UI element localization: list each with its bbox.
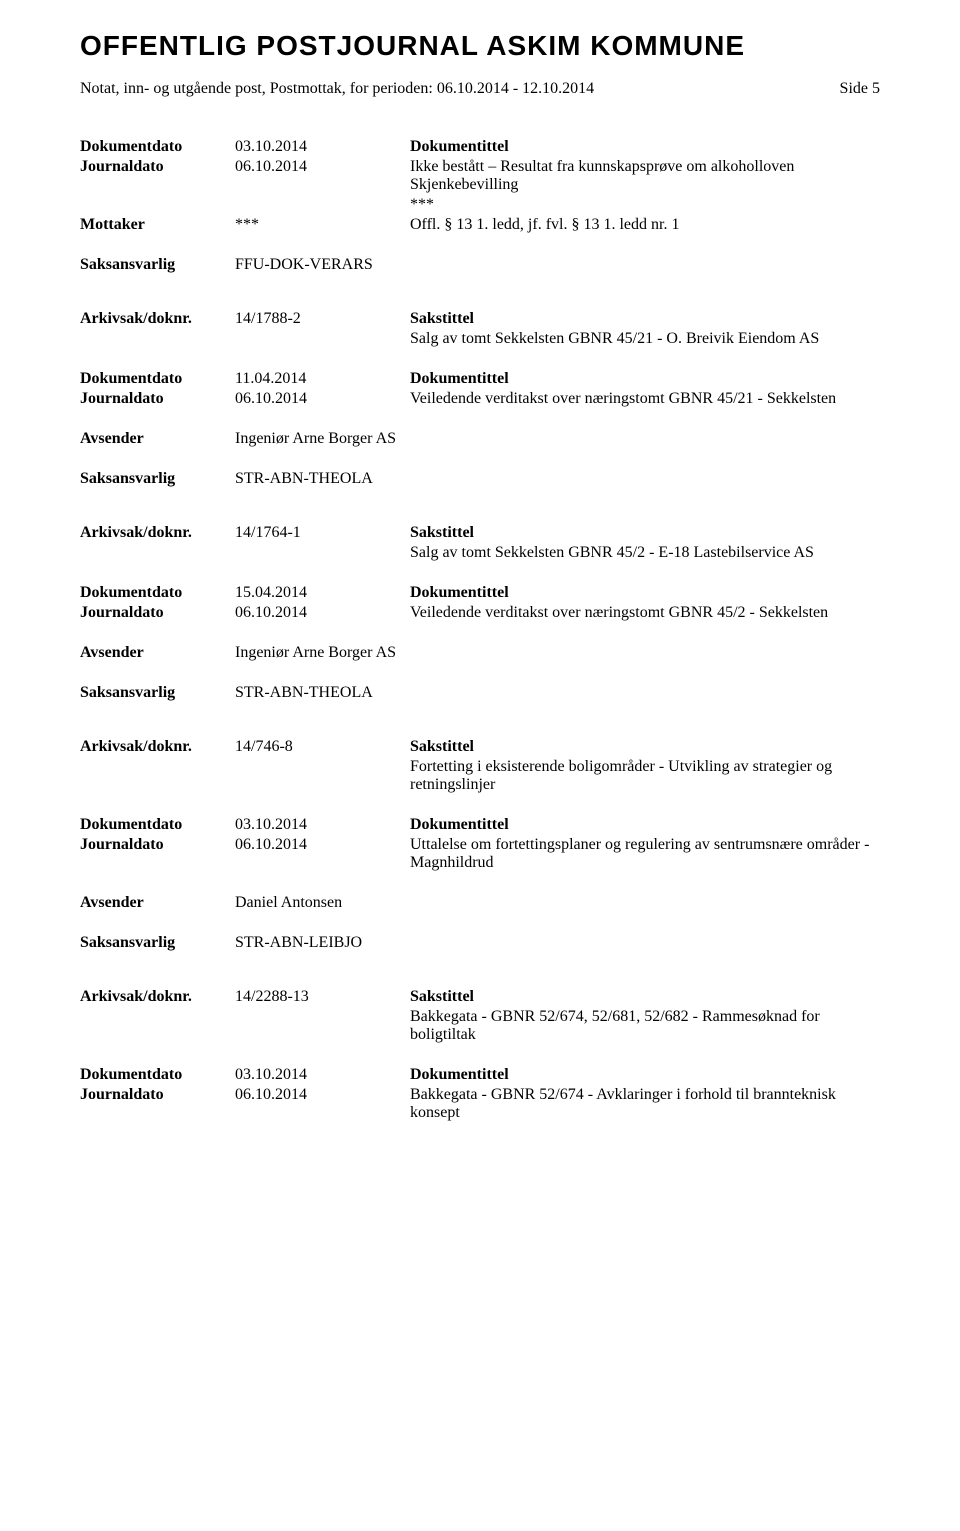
dokumentdato-value: 11.04.2014 bbox=[235, 370, 410, 388]
dokumentdato-value: 03.10.2014 bbox=[235, 1066, 410, 1084]
dokumentittel-label: Dokumentittel bbox=[410, 370, 565, 388]
spacer bbox=[235, 330, 410, 348]
journal-entry: Arkivsak/doknr. 14/1788-2 Sakstittel Sal… bbox=[80, 310, 880, 488]
spacer bbox=[80, 544, 235, 562]
saksansvarlig-value: STR-ABN-THEOLA bbox=[235, 470, 410, 488]
journal-entry: Arkivsak/doknr. 14/1764-1 Sakstittel Sal… bbox=[80, 524, 880, 702]
saksansvarlig-value: STR-ABN-THEOLA bbox=[235, 684, 410, 702]
dokumentdato-value: 03.10.2014 bbox=[235, 816, 410, 834]
journal-entry: Arkivsak/doknr. 14/2288-13 Sakstittel Ba… bbox=[80, 988, 880, 1122]
spacer bbox=[80, 1008, 235, 1044]
avsender-value: Ingeniør Arne Borger AS bbox=[235, 644, 410, 662]
arkivsak-value: 14/2288-13 bbox=[235, 988, 410, 1006]
mottaker-left-value: *** bbox=[235, 216, 410, 234]
spacer bbox=[235, 758, 410, 794]
dokumentittel-label: Dokumentittel bbox=[410, 1066, 565, 1084]
dokumentittel-value: Uttalelse om fortettingsplaner og regule… bbox=[410, 836, 880, 872]
saksansvarlig-label: Saksansvarlig bbox=[80, 934, 235, 952]
sakstittel-value: Bakkegata - GBNR 52/674, 52/681, 52/682 … bbox=[410, 1008, 880, 1044]
sakstittel-label: Sakstittel bbox=[410, 738, 565, 756]
dokumentdato-label: Dokumentdato bbox=[80, 370, 235, 388]
arkivsak-value: 14/1764-1 bbox=[235, 524, 410, 542]
dokumentdato-value: 03.10.2014 bbox=[235, 138, 410, 156]
sakstittel-value: Fortetting i eksisterende boligområder -… bbox=[410, 758, 880, 794]
dokumentittel-label: Dokumentittel bbox=[410, 138, 565, 156]
avsender-label: Avsender bbox=[80, 894, 235, 912]
sakstittel-value: Salg av tomt Sekkelsten GBNR 45/21 - O. … bbox=[410, 330, 880, 348]
saksansvarlig-label: Saksansvarlig bbox=[80, 684, 235, 702]
journaldato-value: 06.10.2014 bbox=[235, 390, 410, 408]
saksansvarlig-value: STR-ABN-LEIBJO bbox=[235, 934, 410, 952]
dokumentdato-label: Dokumentdato bbox=[80, 584, 235, 602]
avsender-label: Avsender bbox=[80, 644, 235, 662]
dokumentdato-label: Dokumentdato bbox=[80, 138, 235, 156]
dokumentittel-value: Ikke bestått – Resultat fra kunnskapsprø… bbox=[410, 158, 880, 194]
journal-entry: Dokumentdato 03.10.2014 Dokumentittel Jo… bbox=[80, 138, 880, 274]
journaldato-value: 06.10.2014 bbox=[235, 1086, 410, 1122]
spacer bbox=[235, 196, 410, 214]
dokumentdato-label: Dokumentdato bbox=[80, 1066, 235, 1084]
dokumentittel-label: Dokumentittel bbox=[410, 816, 565, 834]
arkivsak-label: Arkivsak/doknr. bbox=[80, 310, 235, 328]
dokumentittel-value: Bakkegata - GBNR 52/674 - Avklaringer i … bbox=[410, 1086, 880, 1122]
dokumentittel-value: Veiledende verditakst over næringstomt G… bbox=[410, 390, 880, 408]
avsender-value: Daniel Antonsen bbox=[235, 894, 410, 912]
page-indicator: Side 5 bbox=[840, 80, 880, 98]
spacer bbox=[80, 758, 235, 794]
spacer bbox=[80, 196, 235, 214]
mottaker-label: Mottaker bbox=[80, 216, 235, 234]
journal-entry: Arkivsak/doknr. 14/746-8 Sakstittel Fort… bbox=[80, 738, 880, 952]
sakstittel-label: Sakstittel bbox=[410, 524, 565, 542]
saksansvarlig-label: Saksansvarlig bbox=[80, 256, 235, 274]
journaldato-label: Journaldato bbox=[80, 604, 235, 622]
mottaker-right-value: *** bbox=[410, 196, 880, 214]
journaldato-label: Journaldato bbox=[80, 158, 235, 194]
arkivsak-label: Arkivsak/doknr. bbox=[80, 738, 235, 756]
saksansvarlig-value: FFU-DOK-VERARS bbox=[235, 256, 410, 274]
mottaker-extra-value: Offl. § 13 1. ledd, jf. fvl. § 13 1. led… bbox=[410, 216, 880, 234]
journaldato-label: Journaldato bbox=[80, 836, 235, 872]
sakstittel-value: Salg av tomt Sekkelsten GBNR 45/2 - E-18… bbox=[410, 544, 880, 562]
saksansvarlig-label: Saksansvarlig bbox=[80, 470, 235, 488]
journaldato-value: 06.10.2014 bbox=[235, 836, 410, 872]
arkivsak-value: 14/1788-2 bbox=[235, 310, 410, 328]
avsender-label: Avsender bbox=[80, 430, 235, 448]
header-row: Notat, inn- og utgående post, Postmottak… bbox=[80, 80, 880, 98]
journaldato-value: 06.10.2014 bbox=[235, 604, 410, 622]
arkivsak-label: Arkivsak/doknr. bbox=[80, 988, 235, 1006]
dokumentdato-label: Dokumentdato bbox=[80, 816, 235, 834]
journaldato-label: Journaldato bbox=[80, 390, 235, 408]
sakstittel-label: Sakstittel bbox=[410, 310, 565, 328]
journaldato-value: 06.10.2014 bbox=[235, 158, 410, 194]
spacer bbox=[235, 544, 410, 562]
dokumentittel-label: Dokumentittel bbox=[410, 584, 565, 602]
spacer bbox=[80, 330, 235, 348]
arkivsak-value: 14/746-8 bbox=[235, 738, 410, 756]
avsender-value: Ingeniør Arne Borger AS bbox=[235, 430, 410, 448]
spacer bbox=[235, 1008, 410, 1044]
main-title: OFFENTLIG POSTJOURNAL ASKIM KOMMUNE bbox=[80, 30, 880, 62]
journaldato-label: Journaldato bbox=[80, 1086, 235, 1122]
dokumentittel-value: Veiledende verditakst over næringstomt G… bbox=[410, 604, 880, 622]
arkivsak-label: Arkivsak/doknr. bbox=[80, 524, 235, 542]
dokumentdato-value: 15.04.2014 bbox=[235, 584, 410, 602]
subtitle: Notat, inn- og utgående post, Postmottak… bbox=[80, 80, 594, 98]
sakstittel-label: Sakstittel bbox=[410, 988, 565, 1006]
